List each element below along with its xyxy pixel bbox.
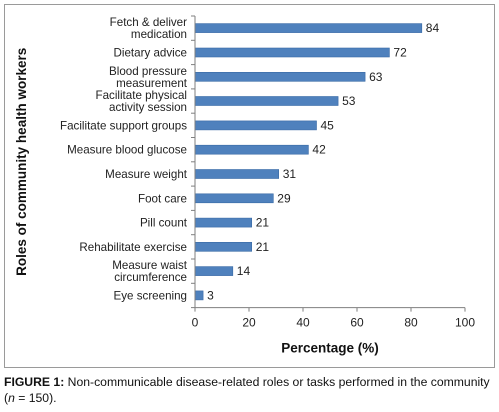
category-label: Facilitate support groups [60,119,187,132]
category-label: Blood pressure [109,65,187,78]
figure-caption: FIGURE 1: Non-communicable disease-relat… [4,374,495,406]
category-label: Fetch & deliver [110,16,187,29]
x-tick-label: 20 [242,316,256,330]
category-label: measurement [116,77,188,90]
y-axis-title: Roles of community health workers [14,48,29,276]
category-label: activity session [109,101,187,114]
caption-n-variable: n [8,391,15,405]
bar [194,144,309,155]
category-label: circumference [114,271,187,284]
data-label: 29 [277,191,291,205]
category-label: Measure blood glucose [67,144,187,157]
data-label: 21 [256,240,270,254]
bar [194,72,366,82]
bar [194,290,204,301]
data-label: 3 [207,288,214,302]
caption-text: Non-communicable disease-related roles o… [4,375,490,405]
category-label: Facilitate physical [96,89,188,102]
bar [194,193,274,204]
x-tick-label: 40 [296,316,310,330]
data-label: 21 [256,216,270,230]
category-label: Measure weight [105,168,188,181]
x-tick-label: 100 [455,316,475,330]
category-label: medication [131,28,187,41]
data-label: 84 [426,21,440,35]
x-axis-title: Percentage (%) [281,341,379,356]
bar [194,169,279,179]
category-label: Dietary advice [114,47,187,60]
x-tick-label: 80 [404,316,418,330]
bar [194,120,317,131]
bar [194,96,339,106]
category-label: Foot care [138,192,187,205]
category-label: Measure waist [112,259,188,272]
x-tick-label: 0 [192,316,199,330]
bar [194,47,390,58]
caption-n-value: = 150). [14,391,57,405]
bars-layer [194,23,423,301]
bar [194,217,253,228]
bar [194,242,253,252]
category-label: Eye screening [114,289,187,302]
data-label: 72 [393,46,407,60]
axis-layer: 0 20 40 60 80 100 Percentage (%) Roles of commu… [14,15,475,356]
category-label: Pill count [140,217,188,230]
data-label: 63 [369,70,383,84]
bar [194,266,234,276]
data-label: 14 [237,264,251,278]
figure-label: FIGURE 1: [4,375,65,389]
category-label: Rehabilitate exercise [79,241,187,254]
bar [194,23,423,33]
data-label: 31 [283,167,297,181]
data-label: 45 [321,118,335,132]
x-tick-label: 60 [350,316,364,330]
data-label: 42 [312,143,326,157]
data-label: 53 [342,94,356,108]
